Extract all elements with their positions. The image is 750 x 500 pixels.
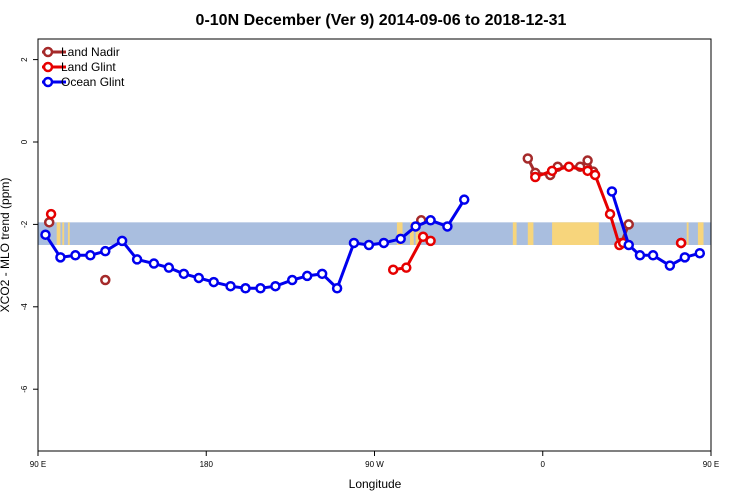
- legend-label: Land Nadir: [61, 45, 120, 59]
- data-point: [417, 231, 429, 243]
- data-point: [43, 217, 55, 228]
- data-point: [55, 252, 66, 263]
- x-tick-label: 90 E: [30, 460, 46, 469]
- plot-background: [38, 222, 711, 245]
- data-point: [425, 235, 436, 247]
- data-point: [606, 186, 618, 197]
- data-point: [522, 153, 534, 164]
- land-patch: [527, 222, 534, 245]
- data-point: [694, 247, 706, 259]
- y-tick-label: -6: [20, 385, 29, 393]
- series-line: [44, 198, 466, 290]
- data-point: [664, 260, 676, 271]
- x-tick-label: 90 E: [703, 460, 719, 469]
- y-tick-label: 2: [20, 57, 29, 62]
- x-tick-label: 90 W: [365, 460, 384, 469]
- y-tick-label: -4: [20, 303, 29, 311]
- data-point: [582, 165, 593, 177]
- series-ocean-glint: [40, 186, 706, 294]
- data-point: [563, 161, 575, 172]
- data-point: [40, 229, 51, 240]
- data-point: [131, 254, 143, 265]
- data-point: [363, 239, 375, 251]
- ocean-band: [38, 222, 711, 245]
- land-patch: [552, 222, 599, 245]
- data-point: [116, 235, 128, 247]
- data-point: [148, 258, 160, 269]
- data-point: [193, 272, 205, 284]
- data-point: [546, 165, 558, 177]
- land-patch: [686, 222, 689, 245]
- data-point: [589, 169, 601, 181]
- data-point: [623, 219, 634, 230]
- data-point: [604, 208, 616, 220]
- data-point: [679, 252, 691, 263]
- data-point: [301, 270, 313, 282]
- data-point: [70, 250, 81, 261]
- legend-label: Ocean Glint: [61, 75, 125, 89]
- data-point: [178, 268, 190, 280]
- data-point: [442, 221, 453, 232]
- data-point: [100, 274, 111, 286]
- legend-marker: [42, 76, 54, 88]
- x-tick-label: 180: [200, 460, 214, 469]
- land-patch: [67, 222, 70, 245]
- land-patch: [697, 222, 704, 245]
- y-axis: 2 0 -2 -4 -6: [20, 57, 38, 393]
- data-point: [240, 283, 251, 294]
- data-point: [647, 250, 659, 261]
- land-patch: [410, 222, 414, 245]
- x-axis-label: Longitude: [349, 477, 402, 491]
- data-point: [331, 283, 343, 294]
- legend-label: Land Glint: [61, 60, 116, 74]
- data-point: [634, 250, 646, 261]
- data-point: [208, 276, 219, 288]
- series-land-glint: [45, 161, 687, 275]
- data-point: [85, 250, 96, 261]
- y-tick-label: 0: [20, 139, 29, 144]
- data-point: [675, 237, 687, 249]
- data-point: [387, 264, 399, 275]
- data-point: [395, 233, 406, 245]
- land-patch: [512, 222, 517, 245]
- x-axis: 90 E 180 90 W 0 90 E: [30, 451, 719, 469]
- data-point: [582, 155, 593, 166]
- legend-entry: Land Glint: [42, 60, 116, 74]
- data-point: [225, 280, 236, 292]
- data-point: [286, 274, 298, 286]
- data-point: [425, 215, 436, 226]
- x-tick-label: 0: [541, 460, 546, 469]
- y-axis-label: XCO2 - MLO trend (ppm): [0, 178, 12, 313]
- data-point: [255, 283, 266, 294]
- land-patch: [56, 222, 61, 245]
- data-point: [163, 262, 175, 273]
- legend-marker: [42, 61, 54, 73]
- chart-title: 0-10N December (Ver 9) 2014-09-06 to 201…: [196, 12, 567, 29]
- legend-entry: Land Nadir: [42, 45, 120, 59]
- data-point: [45, 208, 57, 220]
- data-point: [316, 268, 328, 280]
- data-point: [348, 237, 360, 249]
- data-point: [100, 245, 111, 257]
- data-point: [401, 262, 412, 273]
- data-point: [530, 171, 541, 183]
- series-layer: [40, 153, 706, 294]
- y-tick-label: -2: [20, 220, 29, 228]
- data-point: [458, 194, 470, 205]
- legend-marker: [42, 46, 54, 58]
- data-point: [623, 239, 634, 251]
- data-point: [378, 237, 390, 249]
- legend-entry: Ocean Glint: [42, 75, 125, 89]
- data-point: [270, 280, 281, 292]
- land-patch: [62, 222, 65, 245]
- data-point: [410, 221, 421, 232]
- land-patch: [415, 222, 420, 245]
